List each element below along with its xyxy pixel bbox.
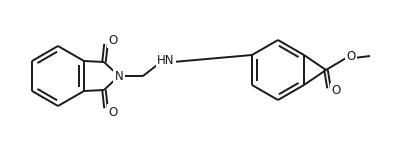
Text: N: N <box>115 70 123 82</box>
Text: O: O <box>347 51 356 64</box>
Text: O: O <box>331 85 341 97</box>
Text: O: O <box>108 33 117 46</box>
Text: HN: HN <box>157 54 175 67</box>
Text: O: O <box>108 106 117 118</box>
